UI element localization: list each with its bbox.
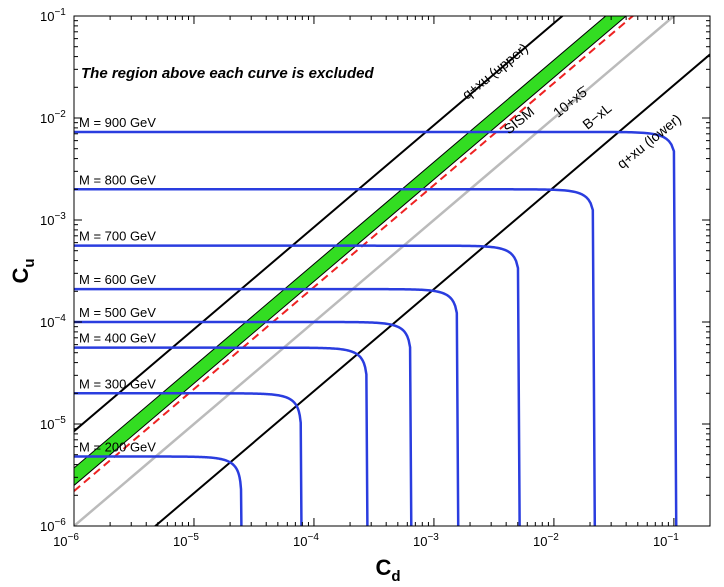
- x-axis-title-main: C: [375, 555, 391, 580]
- mass-curve: [74, 244, 521, 526]
- x-tick-label: 10−1: [653, 532, 679, 549]
- mass-curve-label: M = 500 GeV: [79, 305, 156, 320]
- mass-curve-label: M = 800 GeV: [79, 172, 156, 187]
- plot-area: [74, 16, 710, 526]
- mass-curve-label: M = 200 GeV: [79, 440, 156, 455]
- mass-curve-label: M = 600 GeV: [79, 272, 156, 287]
- x-axis-title: Cd: [375, 555, 400, 585]
- mass-curve: [74, 392, 303, 526]
- mass-curve: [74, 346, 369, 526]
- y-tick-label: 10−2: [40, 109, 66, 126]
- y-tick-label: 10−1: [40, 7, 66, 24]
- mass-curve-label: M = 700 GeV: [79, 229, 156, 244]
- mass-curve-label: M = 900 GeV: [79, 115, 156, 130]
- model-line-2: [74, 16, 635, 492]
- x-axis-title-sub: d: [391, 568, 400, 585]
- mass-curve: [74, 287, 460, 526]
- mass-curve-label: M = 300 GeV: [79, 376, 156, 391]
- mass-curve: [74, 455, 243, 526]
- mass-curve: [74, 320, 413, 526]
- x-tick-label: 10−4: [293, 532, 319, 549]
- plot-frame: [73, 15, 711, 527]
- y-axis-title-sub: u: [21, 258, 38, 267]
- y-tick-label: 10−5: [40, 415, 66, 432]
- sism-band: [74, 16, 627, 487]
- x-tick-label: 10−5: [173, 532, 199, 549]
- plot-background: [74, 16, 710, 526]
- mass-curve: [74, 188, 597, 526]
- model-line-0: [74, 16, 564, 432]
- x-tick-label: 10−3: [413, 532, 439, 549]
- y-axis-title-main: C: [8, 268, 33, 284]
- model-line-3: [74, 16, 676, 526]
- exclusion-note: The region above each curve is excluded: [81, 65, 374, 82]
- y-axis-title: Cu: [8, 258, 38, 283]
- x-tick-label: 10−6: [53, 532, 79, 549]
- mass-curve-label: M = 400 GeV: [79, 331, 156, 346]
- axis-ticks: 10−6 10−5 10−4 10−3 10−2 10−1 10−6 10−5 10−4 10−3…: [40, 7, 710, 549]
- y-tick-label: 10−6: [40, 517, 66, 534]
- y-tick-label: 10−3: [40, 211, 66, 228]
- x-tick-label: 10−2: [533, 532, 559, 549]
- mass-curve: [74, 130, 678, 526]
- y-tick-label: 10−4: [40, 313, 66, 330]
